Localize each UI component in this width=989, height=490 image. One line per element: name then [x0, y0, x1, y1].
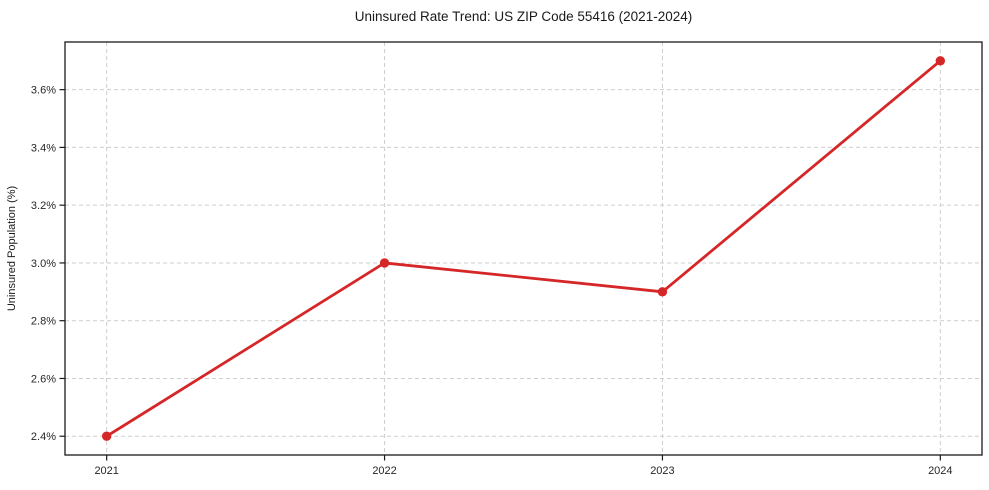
data-point-marker: [101, 431, 112, 441]
x-tick-label: 2023: [650, 465, 674, 477]
data-series-layer: [101, 56, 946, 441]
y-tick-label: 3.4%: [31, 142, 56, 154]
x-tick-label: 2024: [928, 465, 952, 477]
y-tick-label: 2.6%: [31, 373, 56, 385]
y-tick-label: 3.6%: [31, 85, 56, 97]
axes-layer: 2.4% 2.6% 2.8% 3.0% 3.2% 3.4% 3.6% 2021 2022 2023…: [31, 41, 983, 477]
gridlines-layer: [65, 42, 982, 455]
y-axis-label: Uninsured Population (%): [6, 186, 18, 311]
y-tick-label: 3.0%: [31, 258, 56, 270]
y-tick-label: 3.2%: [31, 200, 56, 212]
data-point-marker: [379, 258, 390, 268]
chart-title: Uninsured Rate Trend: US ZIP Code 55416 …: [355, 9, 692, 24]
plot-border: [64, 41, 983, 456]
data-point-marker: [657, 287, 668, 297]
y-tick-label: 2.8%: [31, 316, 56, 328]
trend-line: [105, 59, 942, 438]
data-point-marker: [935, 56, 946, 66]
x-tick-label: 2022: [372, 465, 396, 477]
y-tick-label: 2.4%: [31, 431, 56, 443]
x-tick-label: 2021: [94, 465, 118, 477]
